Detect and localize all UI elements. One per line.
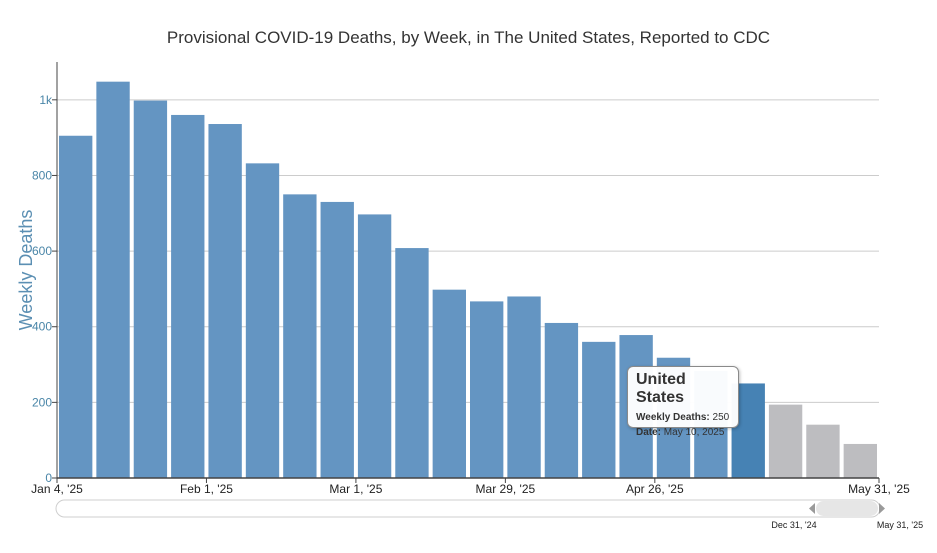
bar[interactable] — [208, 124, 242, 479]
bar[interactable] — [283, 194, 317, 479]
bar[interactable] — [133, 100, 168, 478]
x-tick-label: Mar 29, '25 — [476, 482, 536, 496]
bar[interactable] — [59, 135, 93, 478]
bars — [59, 81, 877, 479]
bar[interactable] — [843, 443, 877, 478]
bar[interactable] — [507, 296, 541, 478]
x-tick-label: Feb 1, '25 — [180, 482, 233, 496]
navigator-left-handle-icon[interactable] — [809, 503, 815, 514]
y-tick-label: 600 — [32, 244, 52, 258]
y-tick-label: 800 — [32, 168, 52, 182]
chart-title: Provisional COVID-19 Deaths, by Week, in… — [166, 28, 771, 47]
tooltip-date-row: Date: May 10, 2025 — [636, 425, 730, 440]
bar[interactable] — [171, 114, 205, 478]
axes: 0 200 400 600 800 1k Jan 4, '25 Feb 1, '25 Mar 1… — [31, 62, 910, 496]
bar[interactable] — [395, 248, 429, 478]
y-tick-label: 0 — [45, 471, 52, 485]
navigator-selected-range[interactable] — [816, 501, 878, 516]
bar[interactable] — [470, 301, 504, 478]
navigator-right-handle-icon[interactable] — [879, 503, 885, 514]
y-axis-title: Weekly Deaths — [16, 210, 36, 331]
navigator-start-label: Dec 31, '24 — [771, 520, 816, 530]
range-navigator[interactable]: Dec 31, '24 May 31, '25 — [55, 499, 923, 530]
y-tick-label: 1k — [39, 93, 53, 107]
x-tick-label: Mar 1, '25 — [329, 482, 382, 496]
bar[interactable] — [432, 289, 466, 478]
tooltip-weekly-deaths-value: 250 — [712, 412, 730, 423]
tooltip-date-value: May 10, 2025 — [663, 427, 725, 438]
y-tick-label: 400 — [32, 320, 52, 334]
bar[interactable] — [544, 322, 579, 478]
bar[interactable] — [96, 81, 130, 479]
x-tick-label: May 31, '25 — [848, 482, 910, 496]
tooltip-date-label: Date: — [636, 427, 662, 438]
bar[interactable] — [245, 163, 280, 478]
tooltip: United States Weekly Deaths: 250 Date: M… — [627, 366, 739, 438]
bar[interactable] — [320, 201, 354, 478]
bar[interactable] — [357, 214, 392, 478]
y-tick-label: 200 — [32, 395, 52, 409]
bar[interactable] — [582, 341, 616, 478]
bar[interactable] — [806, 424, 840, 478]
bar[interactable] — [768, 404, 803, 478]
tooltip-weekly-deaths-label: Weekly Deaths: — [636, 412, 710, 423]
x-tick-label: Jan 4, '25 — [31, 482, 83, 496]
tooltip-weekly-deaths-row: Weekly Deaths: 250 — [636, 410, 730, 425]
tooltip-title: United States — [636, 371, 686, 406]
navigator-end-label: May 31, '25 — [877, 520, 923, 530]
navigator-track[interactable] — [55, 499, 881, 518]
x-tick-label: Apr 26, '25 — [626, 482, 684, 496]
